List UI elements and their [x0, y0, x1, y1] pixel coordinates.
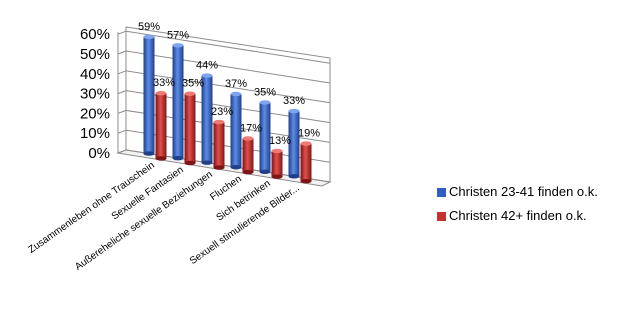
bar-base [300, 179, 312, 184]
gridline-side [117, 149, 127, 154]
bar-body [288, 111, 300, 177]
bar-cap [213, 119, 225, 125]
bar-cap [271, 148, 283, 154]
bar-cap [201, 73, 213, 78]
gridline-side [117, 30, 127, 35]
bar [184, 91, 196, 166]
data-label: 23% [211, 106, 233, 118]
bar-body [184, 93, 196, 164]
y-tick-label: 30% [80, 86, 110, 103]
bar [143, 34, 155, 156]
gridline-side [117, 129, 127, 134]
gridline [125, 50, 331, 84]
chart-bars [143, 34, 312, 184]
legend-item: Christen 23-41 finden o.k. [437, 184, 598, 199]
category-label: Zusammenleben ohne Trauschein [27, 160, 157, 256]
data-label: 35% [182, 78, 204, 90]
bar-base [213, 165, 225, 170]
data-label: 44% [196, 60, 218, 72]
bar-base [143, 151, 155, 156]
y-tick-label: 10% [80, 125, 110, 142]
bar [155, 90, 167, 161]
gridline [125, 70, 331, 104]
bar-body [259, 102, 271, 172]
bar [172, 43, 184, 161]
y-tick-label: 0% [88, 145, 110, 162]
bar [230, 91, 242, 170]
data-label: 33% [153, 77, 175, 89]
bar-body [242, 138, 254, 173]
bar-cap [230, 91, 242, 97]
data-label: 19% [298, 128, 320, 140]
bar-body [300, 143, 312, 182]
bar-base [172, 155, 184, 161]
bar-base [201, 160, 213, 165]
y-tick-label: 40% [80, 66, 110, 83]
gridline-side [117, 90, 127, 95]
bar-cap [259, 100, 271, 105]
bar-base [271, 174, 283, 179]
bar [288, 108, 300, 179]
bar-cap [143, 34, 155, 39]
bar-body [155, 93, 167, 159]
data-label: 35% [254, 87, 276, 99]
bar-base [259, 169, 271, 175]
bar [271, 148, 283, 179]
bar-body [213, 122, 225, 168]
gridline-side [117, 109, 127, 114]
data-label: 37% [225, 78, 247, 90]
legend-item: Christen 42+ finden o.k. [437, 208, 587, 223]
bar [242, 136, 254, 175]
bar [213, 119, 225, 170]
bar-cap [300, 141, 312, 146]
data-label: 17% [240, 122, 262, 134]
bar-base [242, 169, 254, 175]
gridline-side [117, 70, 127, 75]
data-label: 57% [167, 29, 189, 41]
bar-base [155, 156, 167, 161]
bar-cap [242, 136, 254, 141]
data-label: 13% [269, 135, 291, 147]
data-label: 59% [138, 21, 160, 33]
bar-body [172, 45, 184, 159]
bar-body [271, 150, 283, 177]
data-label: 33% [283, 95, 305, 107]
bar-cap [184, 91, 196, 96]
bar [300, 141, 312, 184]
bar-base [288, 174, 300, 179]
y-tick-label: 20% [80, 105, 110, 122]
bar [259, 100, 271, 175]
legend-swatch [437, 212, 446, 221]
bar-base [184, 160, 196, 166]
bar-cap [155, 90, 167, 96]
gridline [125, 30, 331, 64]
legend-swatch [437, 188, 446, 197]
legend-label: Christen 42+ finden o.k. [449, 208, 587, 223]
legend: Christen 23-41 finden o.k. Christen 42+ f… [437, 184, 598, 223]
bar-cap [172, 43, 184, 48]
legend-label: Christen 23-41 finden o.k. [449, 184, 598, 199]
bar-base [230, 165, 242, 170]
bar-body [143, 36, 155, 154]
data-labels: 59% 33% 57% 35% 44% 23% 37% 17% 35% 13% 33% 19% [138, 21, 320, 147]
y-tick-label: 60% [80, 26, 110, 43]
gridline-side [117, 50, 127, 55]
y-axis-ticks: 0% 10% 20% 30% 40% 50% 60% [80, 26, 110, 162]
bar-body [230, 93, 242, 168]
bar [201, 73, 213, 165]
bar-cap [288, 108, 300, 114]
y-tick-label: 50% [80, 46, 110, 63]
bar-body [201, 75, 213, 163]
